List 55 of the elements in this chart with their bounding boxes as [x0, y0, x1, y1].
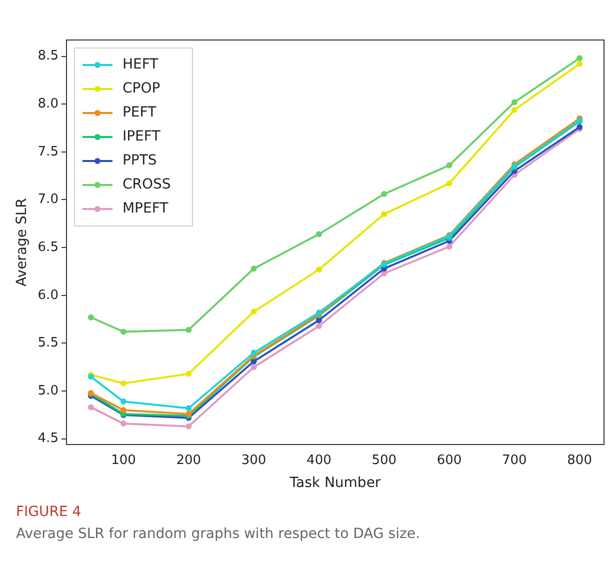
x-axis-title: Task Number — [288, 475, 381, 492]
point — [186, 370, 192, 377]
legend-label: CPOP — [122, 80, 160, 97]
y-tick-label: 7.5 — [38, 144, 58, 160]
point — [511, 106, 518, 113]
y-tick-label: 8.5 — [38, 48, 58, 64]
point — [186, 405, 192, 412]
legend-label: PPTS — [122, 152, 157, 169]
legend-label: HEFT — [122, 56, 159, 73]
x-tick-label: 500 — [372, 452, 397, 468]
x-tick-label: 200 — [176, 452, 202, 468]
y-tick-label: 7.0 — [38, 192, 58, 208]
point — [250, 308, 257, 315]
legend-label: MPEFT — [122, 200, 169, 217]
x-tick-label: 800 — [567, 452, 592, 468]
point — [120, 398, 126, 405]
point — [186, 326, 192, 333]
y-tick-label: 6.5 — [38, 240, 58, 255]
point — [446, 162, 452, 168]
legend-label: IPEFT — [122, 128, 161, 145]
y-axis-title: Average SLR — [14, 198, 30, 286]
x-tick-label: 600 — [436, 452, 462, 468]
point — [381, 190, 388, 197]
y-tick-label: 4.5 — [38, 431, 58, 446]
point — [250, 364, 257, 370]
point — [446, 180, 452, 186]
point — [120, 328, 126, 335]
point — [511, 99, 518, 106]
caption: FIGURE 4 — [16, 504, 82, 520]
point — [576, 55, 583, 62]
x-tick-label: 700 — [502, 452, 527, 468]
point — [88, 404, 94, 410]
point — [120, 407, 126, 414]
y-tick-label: 6.0 — [38, 288, 58, 303]
legend-label: PEFT — [122, 104, 157, 121]
point — [381, 211, 388, 218]
point — [186, 423, 192, 430]
x-tick-label: 400 — [306, 452, 332, 468]
legend-label: CROSS — [122, 176, 171, 193]
point — [88, 314, 94, 320]
y-tick-label: 5.5 — [38, 336, 58, 351]
point — [250, 266, 257, 272]
y-tick-label: 5.0 — [38, 383, 58, 398]
x-tick-label: 300 — [241, 452, 266, 468]
point — [316, 322, 322, 329]
point — [316, 231, 322, 238]
point — [120, 380, 126, 386]
y-tick-label: 8.0 — [38, 96, 58, 112]
point — [250, 350, 257, 356]
point — [576, 60, 583, 67]
point — [120, 420, 126, 427]
point — [446, 244, 452, 250]
point — [316, 266, 322, 273]
x-tick-label: 100 — [111, 452, 136, 468]
text: Average SLR for random graphs with respect to DAG size. — [16, 526, 421, 542]
